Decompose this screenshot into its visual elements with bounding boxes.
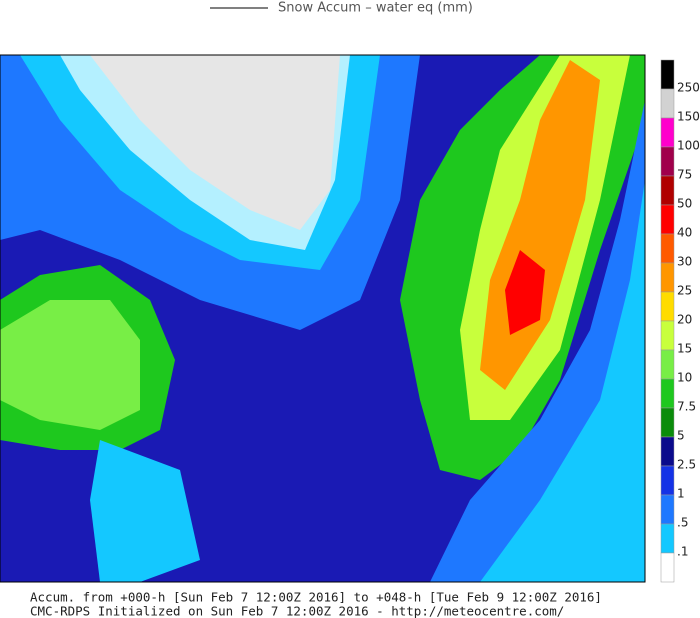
colorbar-label: 1 [677, 487, 685, 501]
colorbar-label: 150 [677, 110, 700, 124]
colorbar-label: 50 [677, 197, 692, 211]
colorbar-swatch [660, 552, 675, 583]
colorbar-swatch [660, 465, 675, 496]
colorbar-swatch [660, 146, 675, 177]
colorbar-swatch [660, 233, 675, 264]
gray-area [90, 55, 340, 230]
map [0, 54, 646, 583]
colorbar-label: 10 [677, 371, 692, 385]
colorbar-label: 250 [677, 81, 700, 95]
colorbar-swatch [660, 88, 675, 119]
colorbar-swatch [660, 436, 675, 467]
colorbar-label: 75 [677, 168, 692, 182]
colorbar-swatch [660, 262, 675, 293]
south-cyan [90, 440, 200, 582]
colorbar-label: .1 [677, 545, 688, 559]
colorbar: 250 150 100 75 50 40 30 25 20 15 10 7.5 5 2.5 1 .5 .1 [660, 59, 700, 583]
colorbar-swatch [660, 175, 675, 206]
colorbar-swatch [660, 407, 675, 438]
colorbar-swatch [660, 494, 675, 525]
title: Snow Accum – water eq (mm) [278, 1, 473, 16]
colorbar-label: 7.5 [677, 400, 696, 414]
colorbar-label: 15 [677, 342, 692, 356]
ocean-cyan [480, 180, 645, 582]
light-green-area [0, 300, 140, 430]
colorbar-swatch [660, 349, 675, 380]
colorbar-label: 25 [677, 284, 692, 298]
colorbar-swatch [660, 320, 675, 351]
colorbar-label: 20 [677, 313, 692, 327]
colorbar-swatch [660, 291, 675, 322]
colorbar-swatch [660, 117, 675, 148]
colorbar-label: 2.5 [677, 458, 696, 472]
colorbar-label: 5 [677, 429, 685, 443]
map-frame [0, 54, 646, 583]
colorbar-label: .5 [677, 516, 688, 530]
footer-line: CMC-RDPS Initialized on Sun Feb 7 12:00Z… [30, 604, 564, 618]
colorbar-swatch [660, 378, 675, 409]
colorbar-label: 100 [677, 139, 700, 153]
colorbar-label: 30 [677, 255, 692, 269]
colorbar-swatch [660, 59, 675, 90]
colorbar-label: 40 [677, 226, 692, 240]
footer-line: Accum. from +000-h [Sun Feb 7 12:00Z 201… [30, 590, 602, 605]
red-core [505, 250, 545, 335]
colorbar-swatch [660, 204, 675, 235]
colorbar-swatch [660, 523, 675, 554]
